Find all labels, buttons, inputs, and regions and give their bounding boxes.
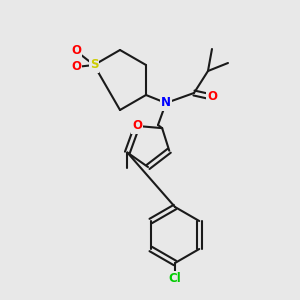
Text: Cl: Cl xyxy=(169,272,182,286)
Text: O: O xyxy=(132,119,142,132)
Text: N: N xyxy=(161,97,171,110)
Text: O: O xyxy=(207,91,217,103)
Text: S: S xyxy=(90,58,98,71)
Text: O: O xyxy=(71,61,81,74)
Text: O: O xyxy=(71,44,81,58)
